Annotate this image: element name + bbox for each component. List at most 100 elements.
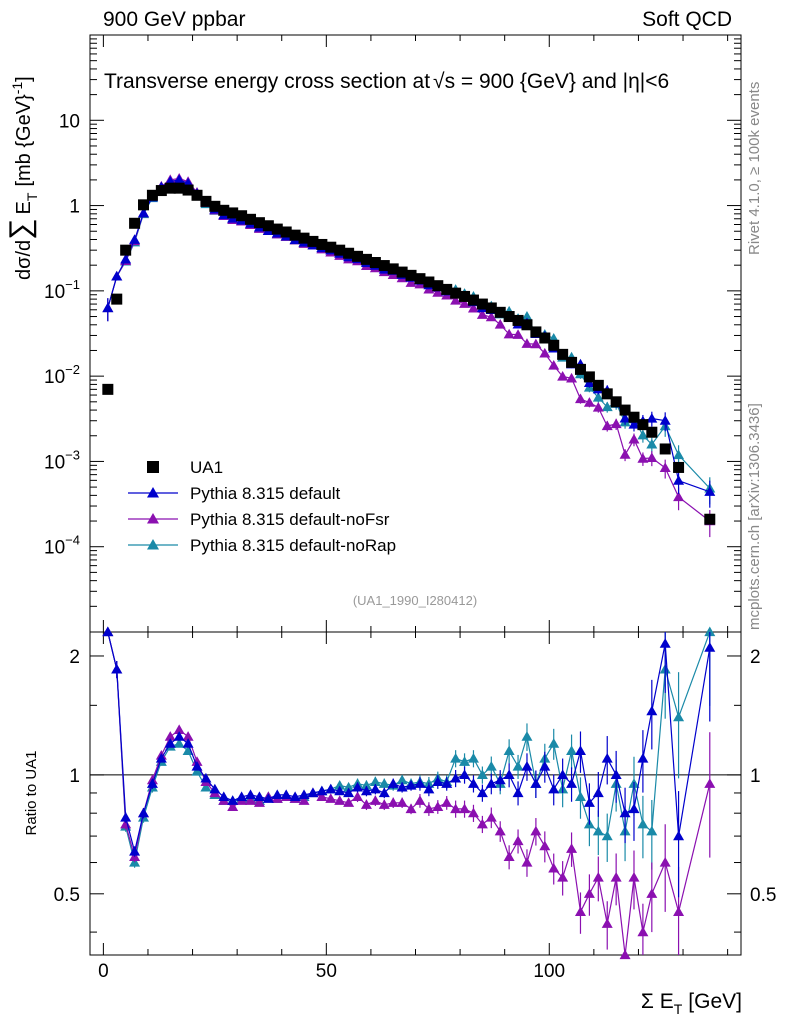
ua1-data-point [548, 339, 560, 351]
ratio-point [459, 769, 471, 780]
series-point [592, 392, 604, 402]
ratio-point [191, 765, 203, 776]
y-tick-label: 10−3 [44, 447, 80, 473]
ua1-data-point [200, 195, 212, 207]
ua1-data-point [414, 273, 426, 285]
ratio-point [459, 803, 471, 814]
series-point [467, 302, 479, 313]
ratio-line [107, 631, 711, 852]
ratio-point [334, 780, 346, 790]
ratio-point [441, 797, 453, 807]
ratio-point [253, 797, 265, 807]
series-point [111, 270, 123, 281]
ua1-data-point [530, 326, 542, 338]
ratio-point [432, 801, 444, 811]
legend-label: Pythia 8.315 default-noFsr [190, 510, 390, 529]
ua1-data-point [280, 226, 292, 238]
ratio-point [173, 738, 185, 748]
x-tick-label: 50 [316, 961, 337, 982]
ua1-data-point [432, 280, 444, 292]
ua1-data-point [521, 319, 533, 331]
legend-label: Pythia 8.315 default [190, 484, 341, 503]
y-tick-label: 1 [69, 197, 80, 218]
ua1-data-point [155, 185, 167, 197]
ratio-point [485, 761, 497, 771]
series-point [138, 207, 150, 218]
ratio-point [173, 724, 185, 735]
series-point [628, 419, 640, 429]
ratio-point [200, 772, 212, 783]
ratio-point [343, 787, 355, 798]
y-tick-label: 10−1 [44, 277, 80, 303]
ratio-point [485, 778, 497, 788]
ratio-point [574, 906, 586, 917]
ratio-point [476, 769, 488, 780]
ratio-point [637, 753, 649, 763]
ratio-point [601, 830, 613, 841]
ratio-point [704, 642, 716, 652]
ratio-point [369, 776, 381, 787]
ratio-point [704, 778, 716, 788]
ratio-point [325, 783, 337, 794]
ratio-point [262, 793, 274, 803]
ratio-point [592, 871, 604, 882]
ratio-point [673, 906, 685, 917]
series-point [120, 253, 132, 264]
ua1-data-point [459, 290, 471, 302]
ratio-point [396, 781, 408, 792]
ua1-data-point [450, 287, 462, 299]
ua1-data-point [360, 253, 372, 265]
ratio-point [628, 803, 640, 814]
ua1-data-point [369, 257, 381, 269]
svg-text:Ratio to UA1: Ratio to UA1 [23, 750, 40, 835]
ratio-point [601, 918, 613, 928]
series-point [601, 401, 613, 412]
ua1-data-point [298, 232, 310, 244]
series-point [659, 415, 671, 425]
series-point [485, 311, 497, 322]
ratio-point [450, 753, 462, 763]
ratio-point [637, 818, 649, 829]
series-point [102, 302, 114, 313]
ratio-tick-label: 2 [69, 647, 80, 668]
series-point [476, 309, 488, 319]
ua1-data-point [146, 189, 158, 201]
ua1-data-point [173, 182, 185, 194]
ratio-point [387, 778, 399, 788]
ua1-data-point [637, 419, 649, 431]
ua1-data-point [423, 276, 435, 288]
ratio-point [405, 803, 417, 814]
ratio-point [467, 753, 479, 763]
chart-title: Transverse energy cross section at √s = 9… [104, 70, 669, 93]
legend-marker [147, 487, 159, 498]
ratio-point [369, 795, 381, 805]
series-point [628, 433, 640, 444]
series-point [566, 372, 578, 383]
series-point [432, 287, 444, 297]
ratio-point [566, 843, 578, 853]
ratio-point [423, 783, 435, 794]
legend-marker [147, 461, 159, 473]
ratio-point [601, 753, 613, 763]
main-plot-markers [102, 172, 716, 538]
ratio-point [164, 738, 176, 748]
ratio-point [325, 793, 337, 803]
ratio-point [459, 756, 471, 766]
series-point [659, 462, 671, 473]
ratio-point [521, 731, 533, 741]
ratio-point [476, 787, 488, 798]
ratio-point [378, 778, 390, 788]
series-point [619, 449, 631, 459]
ratio-point [512, 787, 524, 798]
ratio-point [485, 812, 497, 822]
ratio-point [378, 787, 390, 798]
ratio-point [476, 818, 488, 829]
ratio-tick-label-right: 0.5 [750, 885, 776, 906]
series-point [601, 420, 613, 431]
ratio-point [191, 756, 203, 766]
ua1-data-point [566, 356, 578, 368]
ratio-point [646, 705, 658, 716]
series-point [521, 338, 533, 348]
ratio-point [574, 745, 586, 756]
ratio-point [548, 738, 560, 748]
